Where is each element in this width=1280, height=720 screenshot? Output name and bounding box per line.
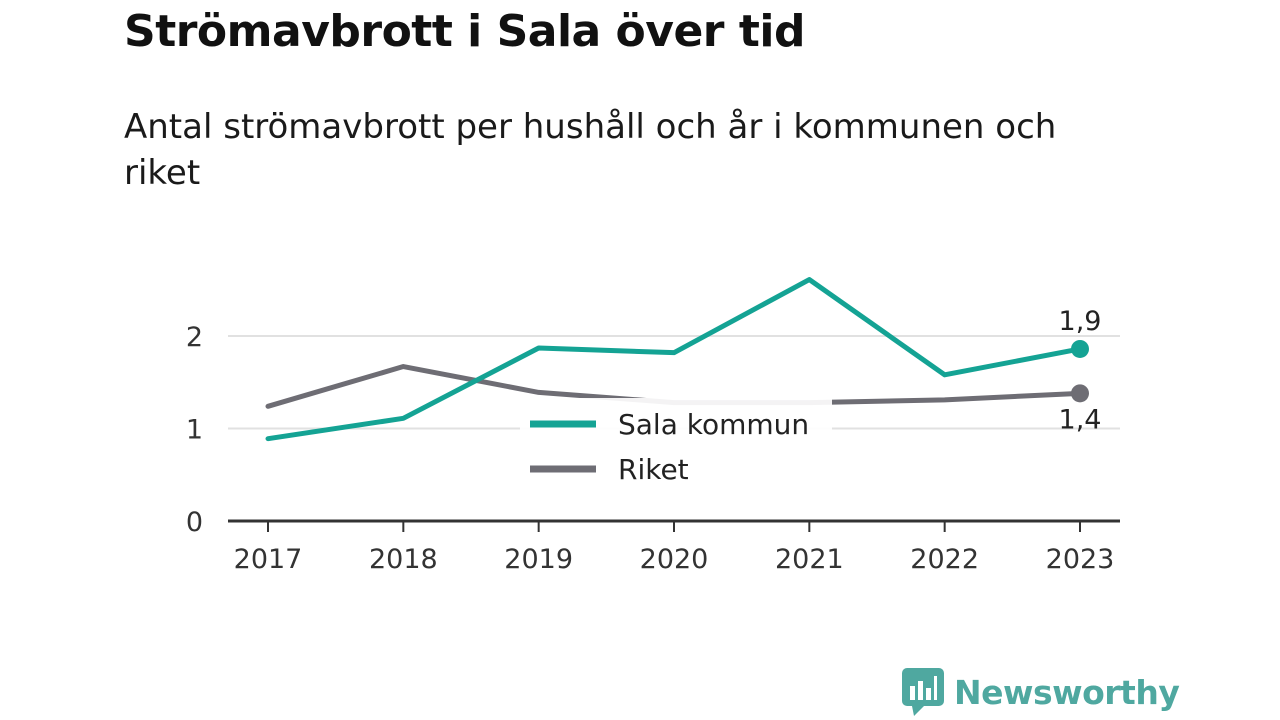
legend-label-riket: Riket — [618, 453, 689, 486]
end-label-sala-kommun: 1,9 — [1059, 306, 1102, 337]
newsworthy-logo-text: Newsworthy — [954, 672, 1180, 712]
x-tick-label-2023: 2023 — [1046, 544, 1115, 575]
y-tick-label-2: 2 — [186, 322, 203, 353]
x-tick-label-2018: 2018 — [369, 544, 438, 575]
y-tick-label-0: 0 — [186, 507, 203, 538]
newsworthy-logo: Newsworthy — [902, 668, 1180, 716]
legend-label-sala-kommun: Sala kommun — [618, 408, 809, 441]
end-label-riket: 1,4 — [1059, 404, 1102, 435]
newsworthy-logo-icon — [902, 668, 944, 716]
series-line-sala-kommun — [265, 277, 1083, 442]
legend-background — [520, 398, 832, 490]
y-tick-label-1: 1 — [186, 415, 203, 446]
chart-title: Strömavbrott i Sala över tid — [124, 6, 805, 57]
end-point-sala-kommun-2023 — [1071, 339, 1089, 358]
x-tick-label-2020: 2020 — [640, 544, 709, 575]
x-tick-label-2017: 2017 — [234, 544, 303, 575]
chart-subtitle: Antal strömavbrott per hushåll och år i … — [124, 107, 1057, 193]
x-tick-label-2022: 2022 — [910, 544, 979, 575]
end-point-riket-2023 — [1071, 384, 1089, 403]
x-tick-label-2019: 2019 — [504, 544, 573, 575]
x-tick-label-2021: 2021 — [775, 544, 844, 575]
